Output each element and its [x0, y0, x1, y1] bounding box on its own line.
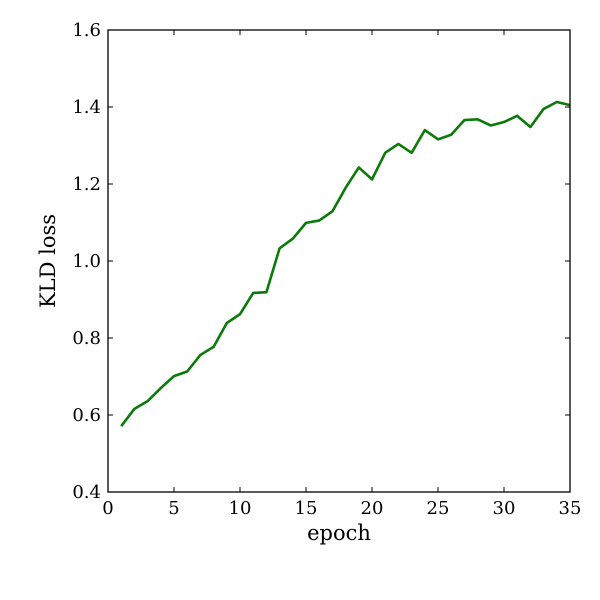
x-tick-label: 25	[427, 498, 450, 519]
x-tick-label: 5	[168, 498, 179, 519]
data-point	[173, 375, 175, 377]
x-tick-label: 15	[295, 498, 318, 519]
data-point	[437, 138, 439, 140]
y-tick-label: 1.2	[72, 174, 101, 195]
data-point	[239, 313, 241, 315]
data-point	[199, 354, 201, 356]
data-point	[397, 143, 399, 145]
data-point	[463, 119, 465, 121]
series-line	[120, 100, 571, 427]
data-point	[120, 425, 122, 427]
data-point	[490, 124, 492, 126]
data-point	[529, 126, 531, 128]
data-point	[265, 291, 267, 293]
x-tick-label: 10	[229, 498, 252, 519]
data-point	[212, 346, 214, 348]
data-point	[318, 219, 320, 221]
y-tick-label: 1.6	[72, 20, 101, 41]
data-point	[358, 166, 360, 168]
x-tick-label: 35	[559, 498, 582, 519]
data-point	[292, 237, 294, 239]
data-point	[146, 400, 148, 402]
y-tick-label: 0.8	[72, 328, 101, 349]
y-axis-label: KLD loss	[36, 214, 60, 308]
y-tick-label: 1.4	[72, 97, 101, 118]
data-point	[516, 115, 518, 117]
data-point	[424, 129, 426, 131]
data-point	[556, 101, 558, 103]
data-point	[226, 322, 228, 324]
x-tick-label: 20	[361, 498, 384, 519]
data-point	[410, 152, 412, 154]
y-tick-label: 1.0	[72, 251, 101, 272]
ticks-layer: 0 5 10 15 20 25 30 35 0.4 0.6 0.8 1.0 1.2 1.4 1.6	[72, 20, 581, 519]
data-point	[450, 134, 452, 136]
data-point	[503, 121, 505, 123]
data-point	[133, 408, 135, 410]
data-point	[252, 292, 254, 294]
data-point	[384, 152, 386, 154]
y-tick-label: 0.6	[72, 405, 101, 426]
data-point	[331, 210, 333, 212]
data-point	[278, 247, 280, 249]
data-point	[186, 370, 188, 372]
data-point	[344, 187, 346, 189]
series-layer	[120, 100, 571, 427]
data-point	[305, 222, 307, 224]
y-tick-label: 0.4	[72, 482, 101, 503]
data-point	[371, 178, 373, 180]
x-axis-label: epoch	[307, 521, 371, 545]
x-tick-label: 30	[493, 498, 516, 519]
data-point	[476, 118, 478, 120]
x-tick-label: 0	[102, 498, 113, 519]
data-point	[160, 387, 162, 389]
data-point	[542, 108, 544, 110]
